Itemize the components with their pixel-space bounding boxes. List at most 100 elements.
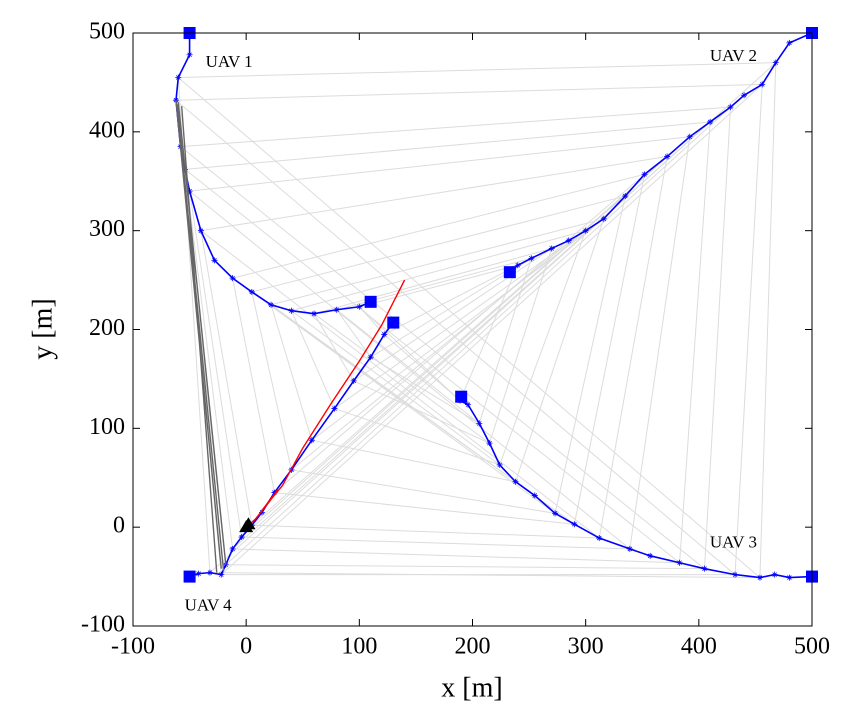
link-line [220, 84, 763, 575]
link-line [200, 230, 253, 526]
star-marker [367, 354, 374, 361]
link-line [313, 247, 552, 315]
link-line [200, 156, 668, 232]
link-line [274, 173, 645, 493]
star-marker [596, 535, 603, 542]
star-marker [248, 288, 255, 295]
star-marker [288, 307, 295, 314]
uav-square [387, 316, 400, 329]
link-line [703, 107, 732, 569]
uav-square [455, 390, 468, 403]
link-line [189, 191, 243, 538]
x-tick-label: -100 [111, 634, 155, 660]
link-line [232, 278, 275, 493]
star-marker [514, 262, 521, 269]
link-line [679, 121, 711, 563]
star-marker [732, 571, 739, 578]
link-line [184, 168, 680, 564]
link-line [177, 77, 761, 578]
star-marker [707, 118, 714, 125]
link-line [225, 564, 705, 570]
trajectory-line [175, 100, 227, 573]
trajectory-line [245, 279, 406, 528]
y-tick-label: 300 [89, 216, 125, 242]
trajectory-line [509, 32, 813, 273]
link-line [629, 136, 691, 549]
link-line [488, 248, 553, 444]
star-marker [271, 489, 278, 496]
link-line [291, 230, 586, 312]
star-marker [552, 510, 559, 517]
link-line [554, 195, 626, 514]
link-line [384, 264, 518, 335]
link-line [759, 62, 777, 578]
link-line [459, 265, 519, 401]
uav-label: UAV 4 [185, 595, 233, 614]
star-marker [206, 569, 213, 576]
star-marker [676, 559, 683, 566]
link-line [175, 99, 736, 575]
star-marker [229, 545, 236, 552]
star-marker [664, 153, 671, 160]
star-marker [195, 570, 202, 577]
link-line [241, 136, 691, 538]
star-marker [786, 39, 793, 46]
link-line [734, 84, 763, 575]
star-marker [582, 227, 589, 234]
y-tick-label: -100 [81, 612, 125, 638]
link-line [185, 121, 711, 170]
star-marker [333, 306, 340, 313]
uav-square [183, 570, 196, 583]
link-line [311, 218, 605, 441]
star-marker [211, 257, 218, 264]
link-line [290, 310, 335, 409]
star-marker [727, 104, 734, 111]
link-line [241, 536, 630, 550]
star-marker [496, 461, 503, 468]
star-marker [197, 227, 204, 234]
link-line [336, 309, 372, 358]
y-tick-label: 500 [89, 19, 125, 45]
link-line [499, 230, 587, 466]
link-line [313, 313, 490, 444]
link-line [598, 156, 668, 539]
x-tick-label: 400 [681, 634, 717, 660]
star-marker [565, 237, 572, 244]
star-marker [381, 331, 388, 338]
uav-label: UAV 1 [206, 52, 253, 71]
y-tick-label: 100 [89, 414, 125, 440]
star-marker [259, 509, 266, 516]
star-marker [476, 420, 483, 427]
x-tick-label: 500 [794, 634, 830, 660]
uav-label: UAV 3 [710, 532, 757, 551]
link-line [359, 264, 518, 308]
star-marker [528, 255, 535, 262]
link-line [353, 380, 490, 444]
y-tick-label: 200 [89, 315, 125, 341]
x-tick-label: 300 [568, 634, 604, 660]
link-line [291, 469, 556, 514]
link-line [291, 310, 500, 466]
link-line [251, 524, 600, 539]
x-tick-label: 200 [455, 634, 491, 660]
star-marker [229, 275, 236, 282]
link-line [232, 121, 711, 550]
link-line [270, 304, 313, 441]
link-line [515, 218, 605, 482]
star-marker [571, 521, 578, 528]
star-marker [356, 303, 363, 310]
uav-label: UAV 2 [710, 46, 757, 65]
link-line [573, 174, 646, 525]
x-tick-label: 100 [341, 634, 377, 660]
star-marker [175, 74, 182, 81]
star-marker [486, 440, 493, 447]
uav-square [503, 266, 516, 279]
star-marker [268, 301, 275, 308]
star-marker [786, 574, 793, 581]
star-marker [350, 377, 357, 384]
star-marker [238, 534, 245, 541]
y-tick-label: 400 [89, 117, 125, 143]
link-line [270, 218, 604, 306]
link-line [189, 190, 631, 550]
